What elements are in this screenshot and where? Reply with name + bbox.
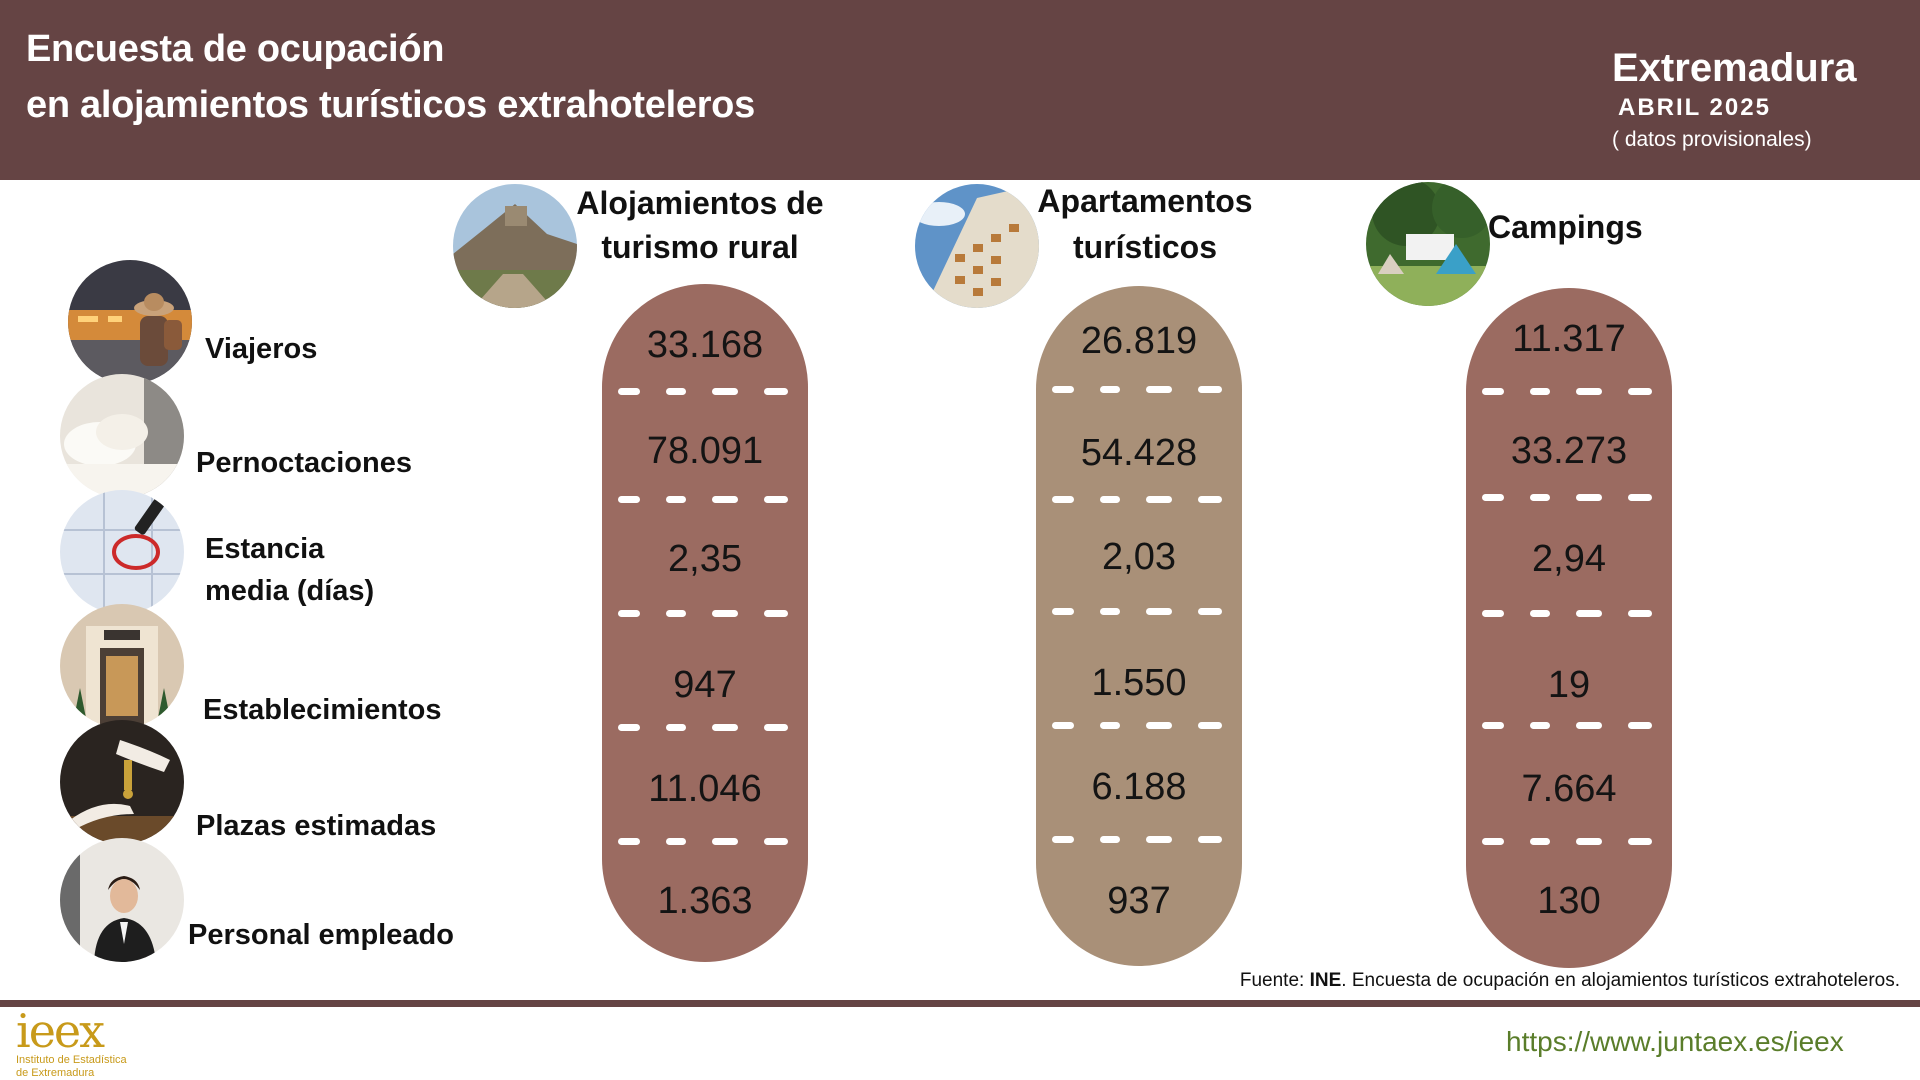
pill-divider-rural-0: [618, 388, 788, 395]
pill-divider-campings-0: [1482, 388, 1652, 395]
column-header-campings: Campings: [1488, 209, 1643, 245]
logo-mark: ieex: [16, 1004, 105, 1058]
rural-village-photo-icon: [453, 184, 577, 308]
period-label: ABRIL 2025: [1618, 94, 1771, 121]
region-label: Extremadura: [1612, 46, 1857, 90]
row-label-viajeros: Viajeros: [205, 333, 318, 365]
pill-divider-campings-1: [1482, 494, 1652, 501]
value-campings-2: 2,94: [1532, 538, 1606, 580]
column-header-rural-line1: Alojamientos de: [576, 185, 824, 221]
value-campings-0: 11.317: [1512, 318, 1626, 360]
key-handover-photo-icon: [60, 720, 184, 844]
pill-divider-campings-3: [1482, 722, 1652, 729]
pill-divider-apartments-1: [1052, 496, 1222, 503]
pill-rural: [602, 284, 808, 962]
value-apartments-1: 54.428: [1080, 432, 1198, 474]
row-label-estancia-line1: Estancia: [205, 533, 325, 565]
website-link[interactable]: https://www.juntaex.es/ieex: [1506, 1026, 1844, 1057]
value-campings-5: 130: [1537, 880, 1601, 922]
column-header-apartments-line1: Apartamentos: [1037, 183, 1253, 219]
value-apartments-5: 937: [1107, 880, 1171, 922]
ieex-logo: ieex Instituto de Estadística de Extrema…: [16, 1008, 127, 1080]
hotel-photo-icon: [60, 604, 184, 728]
pill-apartments: [1036, 286, 1242, 966]
value-apartments-3: 1.550: [1091, 662, 1187, 704]
pill-divider-campings-4: [1482, 838, 1652, 845]
header-banner: Encuesta de ocupación en alojamientos tu…: [0, 0, 1920, 180]
source-text: . Encuesta de ocupación en alojamientos …: [1341, 970, 1900, 991]
column-header-rural-line2: turismo rural: [601, 229, 799, 265]
logo-line2: de Extremadura: [16, 1067, 95, 1079]
row-label-estancia-line2: media (días): [205, 575, 375, 607]
row-label-personal: Personal empleado: [188, 919, 454, 951]
page-title-line1: Encuesta de ocupación: [26, 28, 445, 70]
value-campings-3: 19: [1547, 664, 1591, 706]
pill-divider-rural-2: [618, 610, 788, 617]
receptionist-photo-icon: [60, 838, 184, 962]
source-prefix: Fuente:: [1239, 970, 1310, 991]
pill-divider-campings-2: [1482, 610, 1652, 617]
pill-campings: [1466, 288, 1672, 968]
page-title-line2: en alojamientos turísticos extrahotelero…: [26, 84, 755, 126]
source-org: INE: [1309, 970, 1342, 991]
value-apartments-4: 6.188: [1091, 766, 1187, 808]
pill-divider-apartments-2: [1052, 608, 1222, 615]
value-rural-2: 2,35: [668, 538, 742, 580]
value-rural-5: 1.363: [657, 880, 753, 922]
pill-divider-apartments-3: [1052, 722, 1222, 729]
pill-divider-rural-3: [618, 724, 788, 731]
value-rural-1: 78.091: [646, 430, 764, 472]
value-rural-3: 947: [673, 664, 737, 706]
provisional-note: ( datos provisionales): [1612, 128, 1812, 151]
row-label-establecimientos: Establecimientos: [203, 694, 442, 726]
value-rural-4: 11.046: [648, 768, 762, 810]
calendar-photo-icon: [60, 490, 184, 614]
pill-divider-rural-4: [618, 838, 788, 845]
source-note: Fuente: INE. Encuesta de ocupación en al…: [1240, 970, 1900, 992]
row-label-pernoctaciones: Pernoctaciones: [196, 447, 412, 479]
traveler-photo-icon: [68, 260, 192, 384]
value-apartments-0: 26.819: [1080, 320, 1198, 362]
value-rural-0: 33.168: [646, 324, 764, 366]
value-campings-4: 7.664: [1521, 768, 1617, 810]
pill-divider-apartments-4: [1052, 836, 1222, 843]
column-header-apartments-line2: turísticos: [1072, 229, 1218, 265]
value-apartments-2: 2,03: [1102, 536, 1176, 578]
bed-photo-icon: [60, 374, 184, 498]
apartment-building-photo-icon: [915, 184, 1039, 308]
logo-line1: Instituto de Estadística: [16, 1054, 127, 1066]
pill-divider-apartments-0: [1052, 386, 1222, 393]
row-label-plazas: Plazas estimadas: [196, 810, 437, 842]
footer-divider: [0, 1000, 1920, 1007]
pill-divider-rural-1: [618, 496, 788, 503]
value-campings-1: 33.273: [1510, 430, 1628, 472]
camping-tent-photo-icon: [1366, 182, 1490, 306]
